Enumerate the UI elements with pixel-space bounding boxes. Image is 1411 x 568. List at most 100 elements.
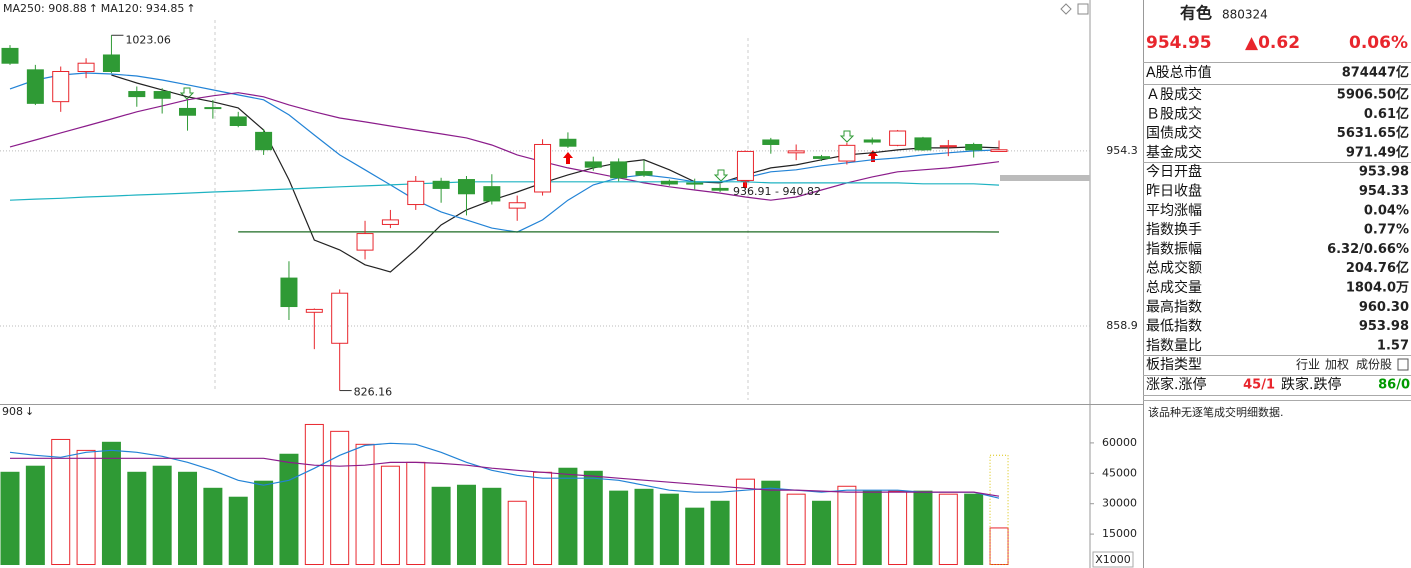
volume-bar xyxy=(888,490,908,566)
icon[interactable] xyxy=(1077,3,1089,15)
candle-body xyxy=(153,91,171,99)
panel-title: 有色 xyxy=(1180,4,1212,23)
volume-bar xyxy=(51,438,71,565)
stat-label: A股总市值 xyxy=(1146,64,1212,81)
signal-down xyxy=(839,130,855,143)
volume-bar xyxy=(304,423,324,566)
breadth-label: 涨家.涨停 xyxy=(1146,376,1206,393)
candle-body xyxy=(305,308,323,313)
panel-change-pct: 0.06% xyxy=(1349,33,1408,53)
ma-line xyxy=(9,92,1000,201)
volume-bar xyxy=(685,507,705,566)
stat-label: 指数换手 xyxy=(1146,221,1202,238)
stat-label: 指数振幅 xyxy=(1146,241,1202,257)
breadth-label: 跌家.跌停 xyxy=(1281,376,1341,393)
candle-body xyxy=(965,143,983,151)
volume-bar xyxy=(938,493,958,565)
stat-value: 204.76亿 xyxy=(1346,260,1409,276)
ma-line xyxy=(9,181,1000,201)
stat-label: 今日开盘 xyxy=(1146,163,1202,180)
candle-body xyxy=(863,139,881,143)
stat-value: 953.98 xyxy=(1359,165,1409,180)
stat-label: Ａ股成交 xyxy=(1146,86,1202,103)
stat-value: 6.32/0.66% xyxy=(1327,242,1409,257)
y-tick-label: 954.3 xyxy=(1106,144,1138,157)
candle-body xyxy=(787,150,805,154)
stat-label: 总成交额 xyxy=(1146,260,1202,277)
stat-label: 最低指数 xyxy=(1146,319,1202,335)
volume-bar xyxy=(837,485,857,566)
candle-body xyxy=(280,277,298,308)
volume-bar xyxy=(533,471,553,565)
legend-arrow: ↑ xyxy=(186,2,195,15)
candle-body xyxy=(483,186,501,202)
panel-price: 954.95 xyxy=(1146,33,1212,53)
candle-body xyxy=(432,180,450,189)
volume-bar xyxy=(482,487,502,565)
candle-body xyxy=(1,47,19,64)
candle-body xyxy=(26,69,44,104)
candle-body xyxy=(686,182,704,185)
legend-text: MA250: 908.88 xyxy=(3,2,87,15)
annotation: 936.91 - 940.82 xyxy=(733,185,821,198)
candle-body xyxy=(610,161,628,179)
candle-body xyxy=(889,130,907,146)
candle-body xyxy=(356,233,374,251)
y-tick-label: 30000 xyxy=(1102,497,1137,510)
stat-value: 1804.0万 xyxy=(1346,281,1409,296)
candle-body xyxy=(128,91,146,98)
ma-line xyxy=(10,457,1000,497)
stat-label: Ｂ股成交 xyxy=(1146,105,1202,122)
volume-bar xyxy=(812,500,832,566)
volume-bar xyxy=(406,461,426,565)
stat-label: 最高指数 xyxy=(1146,298,1202,315)
candle-body xyxy=(838,144,856,162)
signal-up xyxy=(563,152,573,164)
stat-value: 0.61亿 xyxy=(1364,106,1409,122)
icon[interactable] xyxy=(1397,358,1409,371)
stat-value: 954.33 xyxy=(1359,184,1409,199)
candle-body xyxy=(381,219,399,225)
breadth-value: 45/1 xyxy=(1243,378,1275,393)
volume-bar xyxy=(152,465,172,565)
volume-bar xyxy=(710,500,730,566)
volume-bar xyxy=(228,496,248,566)
signal-down xyxy=(713,169,729,182)
volume-bar xyxy=(25,465,45,565)
panel-code: 880324 xyxy=(1222,8,1268,22)
ma-line xyxy=(9,72,1000,233)
volume-bar xyxy=(76,449,96,565)
volume-bar xyxy=(431,486,451,565)
type-option[interactable]: 成份股 xyxy=(1356,358,1392,372)
volume-label: 908 xyxy=(2,405,23,418)
candle-body xyxy=(229,116,247,126)
volume-bar xyxy=(735,478,755,565)
panel-note: 该品种无逐笔成交明细数据. xyxy=(1148,405,1284,419)
stat-label: 平均涨幅 xyxy=(1146,203,1202,219)
candle-body xyxy=(914,137,932,151)
y-tick-label: 858.9 xyxy=(1106,319,1138,332)
signal-down xyxy=(179,87,195,100)
panel-change: ▲0.62 xyxy=(1245,33,1300,53)
volume-bar xyxy=(456,484,476,566)
candle-body xyxy=(635,171,653,176)
volume-bar xyxy=(380,465,400,565)
candle-body xyxy=(736,150,754,181)
candle-body xyxy=(457,179,475,195)
volume-bar xyxy=(862,490,882,566)
stat-label: 国债成交 xyxy=(1146,125,1202,142)
candle-body xyxy=(255,131,273,151)
type-option[interactable]: 行业 xyxy=(1296,358,1320,372)
volume-bar xyxy=(761,480,781,566)
candle-body xyxy=(204,107,222,110)
volume-bar xyxy=(279,453,299,565)
volume-label-arrow: ↓ xyxy=(25,405,34,418)
icon[interactable] xyxy=(1060,3,1072,15)
type-option[interactable]: 加权 xyxy=(1325,358,1349,372)
stat-label: 指数量比 xyxy=(1146,338,1202,354)
candle-body xyxy=(407,180,425,206)
volume-bar xyxy=(786,493,806,565)
candle-body xyxy=(584,161,602,168)
